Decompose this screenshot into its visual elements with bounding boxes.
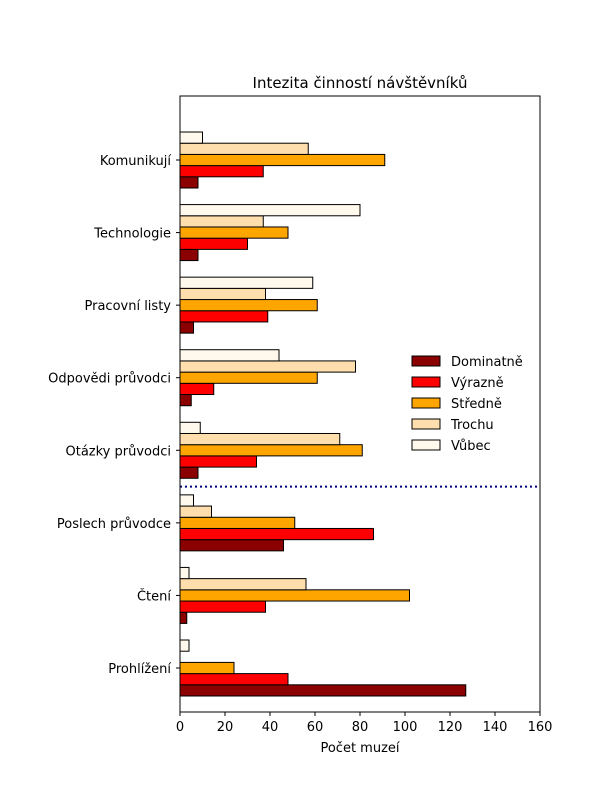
legend-swatch [411, 376, 441, 388]
bar-1-4 [179, 466, 199, 479]
bar-3-7 [179, 226, 289, 239]
plot-frame [179, 95, 541, 713]
bar-3-6 [179, 299, 318, 312]
bar-4-3 [179, 505, 212, 518]
bar-4-4 [179, 432, 341, 446]
y-tick-label: Otázky průvodci [65, 444, 171, 459]
bar-2-1 [179, 673, 289, 686]
bar-5-2 [179, 566, 190, 580]
y-tick-label: Odpovědi průvodci [48, 372, 171, 387]
legend-label: Výrazně [451, 376, 504, 391]
bar-2-6 [179, 310, 269, 323]
x-tick-label: 20 [217, 720, 234, 735]
x-tick-label: 160 [528, 720, 553, 735]
x-tick-label: 0 [176, 720, 184, 735]
bar-1-3 [179, 539, 284, 552]
y-tick-label: Prohlížení [108, 662, 171, 677]
bar-3-3 [179, 516, 296, 529]
legend-swatch [411, 397, 441, 409]
bar-5-3 [179, 494, 194, 507]
y-tick-label: Pracovní listy [85, 299, 172, 314]
x-tick-label: 80 [352, 720, 369, 735]
legend-swatch [411, 355, 441, 367]
bar-2-4 [179, 455, 257, 468]
bar-2-3 [179, 527, 374, 541]
x-tick-label: 120 [438, 720, 463, 735]
bar-1-8 [179, 176, 199, 189]
chart-title: Intezita činností návštěvníků [253, 74, 468, 92]
bar-5-5 [179, 349, 280, 362]
bar-5-8 [179, 131, 203, 144]
x-axis-ticks: 0 20 40 60 80 100 120 140 160 [176, 712, 553, 735]
bar-5-1 [179, 639, 190, 652]
legend-label: Středně [451, 397, 502, 412]
bar-1-6 [179, 321, 194, 334]
legend-swatch [411, 439, 441, 451]
y-tick-label: Technologie [93, 227, 171, 242]
y-axis-ticks: Prohlížení Čtení Poslech průvodce Otázky pr… [48, 154, 180, 677]
y-tick-label: Komunikují [100, 154, 172, 169]
bar-2-2 [179, 600, 266, 613]
x-tick-label: 140 [483, 720, 508, 735]
x-tick-label: 100 [393, 720, 418, 735]
bar-4-7 [179, 215, 264, 228]
bar-5-6 [179, 276, 314, 289]
bar-3-8 [179, 153, 386, 167]
bar-4-5 [179, 360, 356, 373]
legend-swatch [411, 418, 441, 430]
bar-5-4 [179, 421, 201, 434]
y-tick-label: Poslech průvodce [57, 517, 171, 532]
x-tick-label: 40 [262, 720, 279, 735]
bar-1-2 [179, 611, 188, 624]
bar-4-2 [179, 578, 307, 591]
bar-4-8 [179, 142, 309, 155]
bar-2-5 [179, 382, 215, 396]
bar-1-1 [179, 684, 467, 697]
bar-1-5 [179, 394, 192, 407]
y-tick-label: Čtení [137, 588, 171, 604]
bar-3-1 [179, 661, 235, 675]
bar-1-7 [179, 248, 199, 262]
bars-group [179, 131, 467, 697]
x-tick-label: 60 [307, 720, 324, 735]
bar-3-4 [179, 444, 363, 457]
bar-4-6 [179, 287, 266, 301]
bar-5-7 [179, 204, 361, 217]
legend-label: Trochu [450, 418, 494, 433]
bar-2-7 [179, 237, 248, 250]
x-axis-label: Počet muzeí [320, 741, 399, 756]
legend-label: Vůbec [451, 439, 491, 454]
legend: Dominatně Výrazně Středně Trochu Vůbec [411, 355, 523, 454]
legend-label: Dominatně [451, 355, 523, 370]
bar-2-8 [179, 165, 264, 178]
bar-3-5 [179, 371, 318, 384]
bar-3-2 [179, 589, 410, 602]
